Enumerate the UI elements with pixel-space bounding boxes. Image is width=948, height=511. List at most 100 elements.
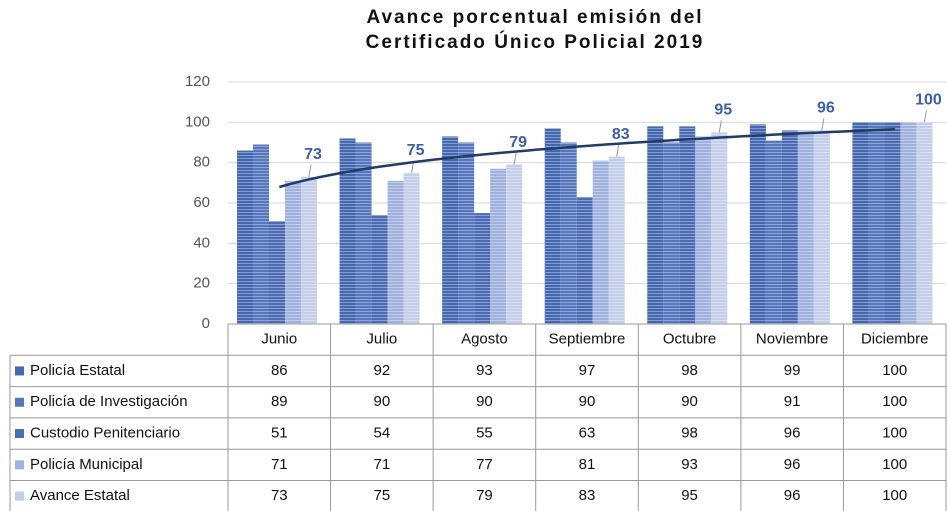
data-label: 79 — [509, 134, 527, 151]
table-cell: 95 — [681, 487, 698, 504]
bar-texture — [592, 160, 609, 324]
table-cell: 96 — [784, 425, 801, 442]
data-label: 95 — [714, 102, 732, 119]
table-cell: 86 — [271, 362, 288, 379]
data-label: 73 — [304, 146, 322, 163]
table-cell: 93 — [476, 362, 493, 379]
bar-texture — [900, 122, 917, 324]
table-cell: 90 — [374, 393, 391, 410]
table-cell: 97 — [579, 362, 596, 379]
table-cell: 96 — [784, 487, 801, 504]
bar-texture — [576, 196, 593, 324]
bar-texture — [560, 142, 577, 324]
x-tick-label: Octubre — [663, 331, 716, 348]
table-cell: 77 — [476, 456, 493, 473]
bar-texture — [474, 213, 491, 324]
table-cell: 71 — [271, 456, 288, 473]
legend-swatch — [15, 429, 24, 439]
table-cell: 54 — [374, 425, 391, 442]
data-label: 83 — [612, 126, 630, 143]
bar-texture — [781, 130, 798, 324]
table-cell: 73 — [271, 487, 288, 504]
legend-label: Avance Estatal — [30, 487, 130, 504]
chart-title: Avance porcentual emisión del — [366, 7, 703, 28]
bar-texture — [544, 128, 561, 324]
bar-texture — [916, 122, 933, 324]
y-tick-label: 20 — [193, 275, 210, 292]
table-cell: 93 — [681, 456, 698, 473]
x-tick-label: Junio — [261, 331, 297, 348]
table-cell: 71 — [374, 456, 391, 473]
table-cell: 75 — [374, 487, 391, 504]
bar-texture — [711, 132, 728, 324]
table-cell: 96 — [784, 456, 801, 473]
bar-texture — [647, 126, 664, 324]
legend-label: Policía de Investigación — [30, 393, 188, 410]
leader-line — [821, 118, 825, 131]
bar-texture — [813, 130, 830, 324]
leader-line — [718, 120, 722, 133]
bar-texture — [765, 140, 782, 324]
legend-swatch — [15, 491, 24, 501]
table-cell: 81 — [579, 456, 596, 473]
bar-texture — [387, 180, 404, 324]
table-cell: 100 — [882, 362, 907, 379]
bar-texture — [608, 156, 625, 324]
bar-texture — [884, 122, 901, 324]
bar-texture — [679, 126, 696, 324]
bar-texture — [269, 221, 285, 324]
bar-texture — [458, 142, 475, 324]
table-cell: 89 — [271, 393, 288, 410]
legend-label: Policía Estatal — [30, 362, 125, 379]
bar-texture — [506, 164, 523, 324]
y-tick-label: 0 — [202, 315, 210, 332]
bar-texture — [339, 138, 356, 324]
bar-texture — [253, 144, 269, 324]
table-cell: 83 — [579, 487, 596, 504]
y-tick-label: 40 — [193, 234, 210, 251]
leader-line — [308, 164, 312, 177]
bar-texture — [285, 180, 301, 324]
bar-texture — [403, 172, 420, 324]
table-cell: 63 — [579, 425, 596, 442]
x-tick-label: Diciembre — [861, 331, 929, 348]
table-cell: 51 — [271, 425, 288, 442]
y-tick-label: 100 — [185, 113, 210, 130]
x-tick-label: Septiembre — [549, 331, 626, 348]
table-cell: 100 — [882, 487, 907, 504]
bar-texture — [442, 136, 459, 324]
table-cell: 100 — [882, 393, 907, 410]
legend-swatch — [15, 460, 24, 470]
legend-label: Policía Municipal — [30, 456, 143, 473]
table-cell: 98 — [681, 362, 698, 379]
legend-label: Custodio Penitenciario — [30, 425, 180, 442]
legend-swatch — [15, 366, 24, 376]
bar-texture — [371, 215, 388, 324]
bar-texture — [852, 122, 869, 324]
table-cell: 100 — [882, 456, 907, 473]
x-tick-label: Julio — [366, 331, 397, 348]
bar-texture — [797, 130, 814, 324]
table-cell: 79 — [476, 487, 493, 504]
x-tick-label: Agosto — [461, 331, 508, 348]
trend-line — [278, 128, 895, 189]
bar-texture — [355, 142, 372, 324]
table-cell: 92 — [374, 362, 391, 379]
table-cell: 90 — [476, 393, 493, 410]
y-tick-label: 80 — [193, 154, 210, 171]
bar-texture — [237, 150, 253, 324]
leader-line — [616, 144, 620, 157]
y-tick-label: 120 — [185, 73, 210, 90]
table-cell: 91 — [784, 393, 801, 410]
table-cell: 90 — [579, 393, 596, 410]
x-tick-label: Noviembre — [756, 331, 829, 348]
bar-texture — [301, 176, 317, 324]
bar-texture — [663, 142, 680, 324]
bar-texture — [695, 136, 712, 324]
bar-texture — [749, 124, 766, 324]
leader-line — [513, 152, 517, 165]
table-cell: 55 — [476, 425, 493, 442]
leader-line — [923, 110, 927, 123]
table-cell: 98 — [681, 425, 698, 442]
